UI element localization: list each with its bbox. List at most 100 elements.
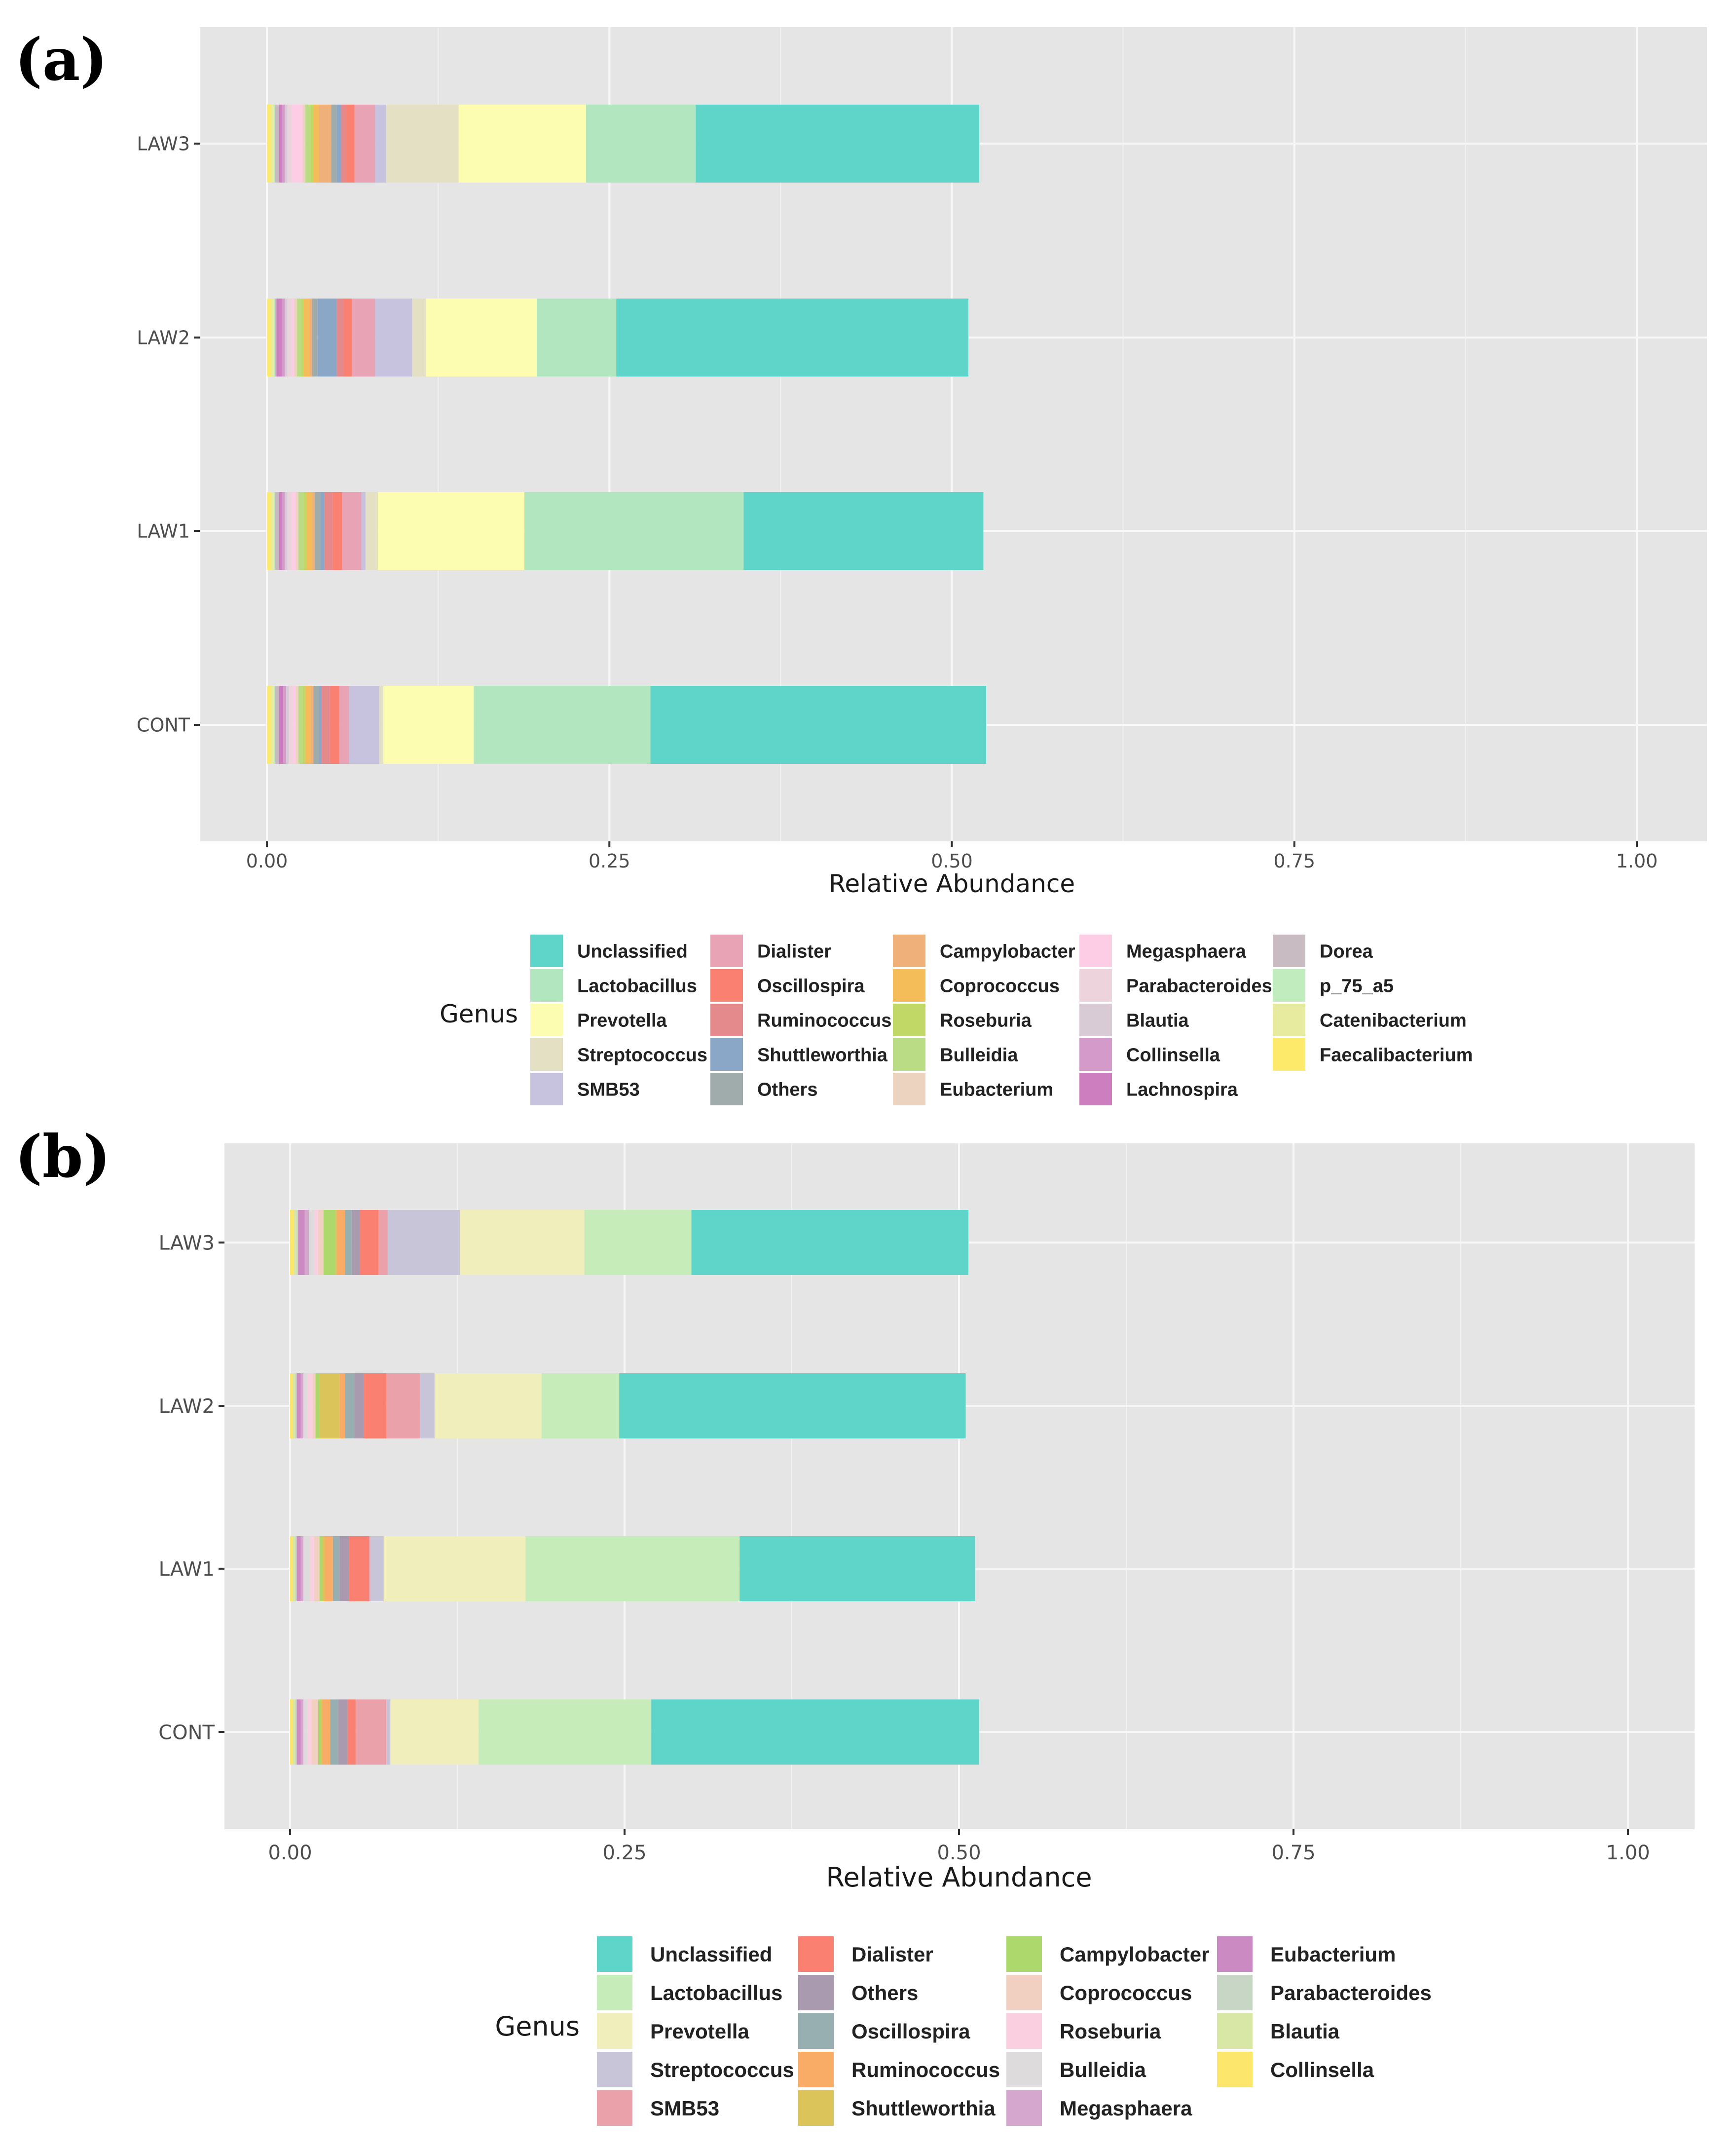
bar-segment-cont-lactobacillus xyxy=(479,1699,652,1765)
bar-segment-law1-dialister xyxy=(349,1536,369,1601)
bar-segment-law1-megasphaera xyxy=(300,1536,304,1601)
legend-label: SMB53 xyxy=(577,1080,640,1100)
bar-segment-cont-roseburia xyxy=(307,1699,312,1765)
bar-segment-law1-collinsella xyxy=(282,492,285,570)
legend-label: Lactobacillus xyxy=(650,1981,782,2004)
bar-segment-law2-shuttleworthia xyxy=(319,1373,340,1438)
bar-segment-law1-prevotella xyxy=(383,1536,526,1601)
legend: Genus Unclassified Lactobacillus Prevotella… xyxy=(495,1936,1432,2126)
bar-segment-cont-coprococcus xyxy=(305,686,311,764)
legend-swatch xyxy=(798,2052,834,2087)
legend-label: Oscillospira xyxy=(851,2020,970,2043)
bar-segment-law2-roseburia xyxy=(301,299,304,377)
legend-label: Roseburia xyxy=(1060,2020,1161,2043)
legend-swatch xyxy=(1006,2090,1042,2126)
legend-label: Collinsella xyxy=(1126,1045,1220,1066)
bar-segment-cont-others xyxy=(338,1699,348,1765)
bar-segment-law3-streptococcus xyxy=(386,105,459,183)
legend-swatch xyxy=(597,2090,632,2126)
bar-segment-law3-coprococcus xyxy=(318,1210,324,1275)
bar-segment-cont-ruminococcus xyxy=(322,1699,331,1765)
legend-swatch xyxy=(893,1038,925,1071)
legend-swatch xyxy=(798,2090,834,2126)
legend-label: p_75_a5 xyxy=(1320,976,1394,997)
bar-segment-law1-blautia xyxy=(293,1536,295,1601)
bar-segment-cont-collinsella xyxy=(283,686,286,764)
bar-segment-law3-smb53 xyxy=(375,105,386,183)
legend-swatch xyxy=(893,1073,925,1105)
y-tick-label: LAW2 xyxy=(137,327,190,349)
bar-segment-law1-others xyxy=(315,492,321,570)
bar-segment-law2-streptococcus xyxy=(412,299,426,377)
bar-segment-law1-campylobacter xyxy=(312,492,315,570)
legend-swatch xyxy=(1273,1038,1305,1071)
bar-segment-cont-bulleidia xyxy=(303,1699,308,1765)
bar-segment-cont-unclassified xyxy=(651,1699,979,1765)
bar-segment-law1-streptococcus xyxy=(365,492,378,570)
legend-title: Genus xyxy=(495,2011,580,2042)
bar-segment-law3-eubacterium xyxy=(298,1210,305,1275)
bar-segment-law3-smb53 xyxy=(378,1210,388,1275)
legend-label: Lactobacillus xyxy=(577,976,697,997)
legend-swatch xyxy=(798,1936,834,1972)
bar-segment-cont-parabacteroides xyxy=(289,686,293,764)
bar-segment-cont-oscillospira xyxy=(330,686,340,764)
bar-segment-law3-unclassified xyxy=(691,1210,968,1275)
legend-label: SMB53 xyxy=(650,2097,719,2120)
bar-segment-law1-megasphaera xyxy=(291,492,296,570)
bar-segment-law2-ruminococcus xyxy=(339,1373,345,1438)
x-axis-title: Relative Abundance xyxy=(829,869,1075,898)
y-tick-label: LAW3 xyxy=(159,1232,215,1254)
bar-segment-cont-bulleidia xyxy=(298,686,303,764)
y-tick-label: LAW1 xyxy=(159,1558,215,1581)
bar-segment-law2-shuttleworthia xyxy=(317,299,337,377)
bar-segment-law3-dialister xyxy=(354,105,375,183)
bar-segment-law3-parabacteroides xyxy=(296,1210,298,1275)
bar-segment-law2-blautia xyxy=(285,299,288,377)
bar-segment-law2-others xyxy=(312,299,318,377)
bar-segment-law1-blautia xyxy=(285,492,288,570)
bar-segment-law2-unclassified xyxy=(619,1373,966,1438)
bar-segment-cont-lactobacillus xyxy=(474,686,651,764)
bar-segment-cont-eubacterium xyxy=(295,686,298,764)
bar-segment-law1-dorea xyxy=(275,492,279,570)
bar-segment-law2-lactobacillus xyxy=(541,1373,620,1438)
bar-segment-law1-ruminococcus xyxy=(325,1536,333,1601)
bar-segment-law1-oscillospira xyxy=(332,1536,340,1601)
legend-swatch xyxy=(798,2013,834,2049)
legend-swatch xyxy=(597,1936,632,1972)
legend-swatch xyxy=(893,1004,925,1036)
bar-segment-cont-blautia xyxy=(286,686,289,764)
panel-b-label: (b) xyxy=(15,1122,111,1191)
bar-segment-law3-streptococcus xyxy=(387,1210,460,1275)
legend-swatch xyxy=(1006,1975,1042,2010)
bar-segment-law1-lactobacillus xyxy=(525,1536,740,1601)
legend-label: Campylobacter xyxy=(1060,1943,1209,1966)
legend-swatch xyxy=(1079,969,1112,1002)
bar-segment-law1-shuttleworthia xyxy=(322,1536,325,1601)
bar-segment-law2-ruminococcus xyxy=(336,299,344,377)
legend-label: Megasphaera xyxy=(1060,2097,1192,2120)
bar-segment-cont-catenibacterium xyxy=(271,686,274,764)
bar-segment-law3-parabacteroides xyxy=(287,105,292,183)
bar-segment-cont-ruminococcus xyxy=(322,686,330,764)
legend-label: Lachnospira xyxy=(1126,1080,1238,1100)
bar-segment-law1-parabacteroides xyxy=(295,1536,297,1601)
bar-segment-cont-campylobacter xyxy=(318,1699,321,1765)
legend-swatch xyxy=(1273,935,1305,967)
bar-segment-law2-coprococcus xyxy=(313,1373,316,1438)
bar-segment-law2-dorea xyxy=(275,299,277,377)
legend-label: Shuttleworthia xyxy=(757,1045,888,1066)
bar-segment-law3-megasphaera xyxy=(304,1210,309,1275)
legend-swatch xyxy=(710,935,743,967)
bar-segment-cont-dialister xyxy=(339,686,349,764)
bar-segment-law1-coprococcus xyxy=(314,1536,320,1601)
bar-segment-law3-oscillospira xyxy=(346,105,355,183)
bar-segment-law1-bulleidia xyxy=(298,492,304,570)
y-tick-label: CONT xyxy=(158,1721,215,1744)
bar-segment-law3-ruminococcus xyxy=(336,1210,345,1275)
legend-label: Coprococcus xyxy=(940,976,1060,997)
bar-segment-law2-eubacterium xyxy=(294,299,297,377)
bar-segment-cont-megasphaera xyxy=(293,686,296,764)
